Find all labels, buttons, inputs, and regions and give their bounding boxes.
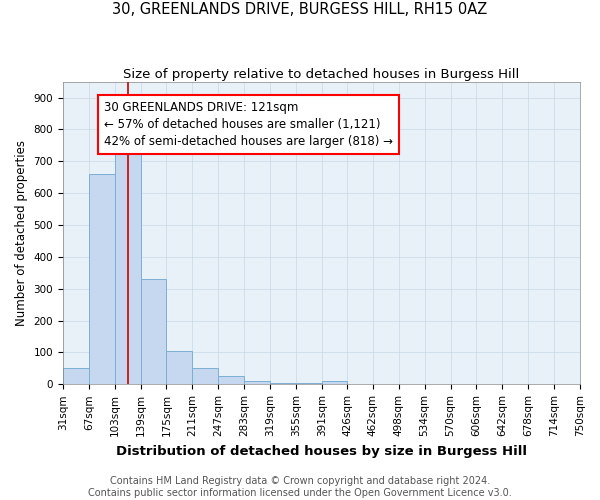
Bar <box>63 368 89 384</box>
Bar <box>115 148 140 384</box>
Text: 30, GREENLANDS DRIVE, BURGESS HILL, RH15 0AZ: 30, GREENLANDS DRIVE, BURGESS HILL, RH15… <box>112 2 488 18</box>
Bar <box>140 279 166 384</box>
Bar <box>322 381 347 384</box>
Bar <box>193 368 218 384</box>
X-axis label: Distribution of detached houses by size in Burgess Hill: Distribution of detached houses by size … <box>116 444 527 458</box>
Title: Size of property relative to detached houses in Burgess Hill: Size of property relative to detached ho… <box>124 68 520 80</box>
Bar <box>296 382 322 384</box>
Y-axis label: Number of detached properties: Number of detached properties <box>15 140 28 326</box>
Bar <box>218 376 244 384</box>
Bar <box>244 381 270 384</box>
Text: Contains HM Land Registry data © Crown copyright and database right 2024.
Contai: Contains HM Land Registry data © Crown c… <box>88 476 512 498</box>
Bar <box>270 382 296 384</box>
Bar <box>89 174 115 384</box>
Bar <box>166 351 193 384</box>
Text: 30 GREENLANDS DRIVE: 121sqm
← 57% of detached houses are smaller (1,121)
42% of : 30 GREENLANDS DRIVE: 121sqm ← 57% of det… <box>104 102 393 148</box>
